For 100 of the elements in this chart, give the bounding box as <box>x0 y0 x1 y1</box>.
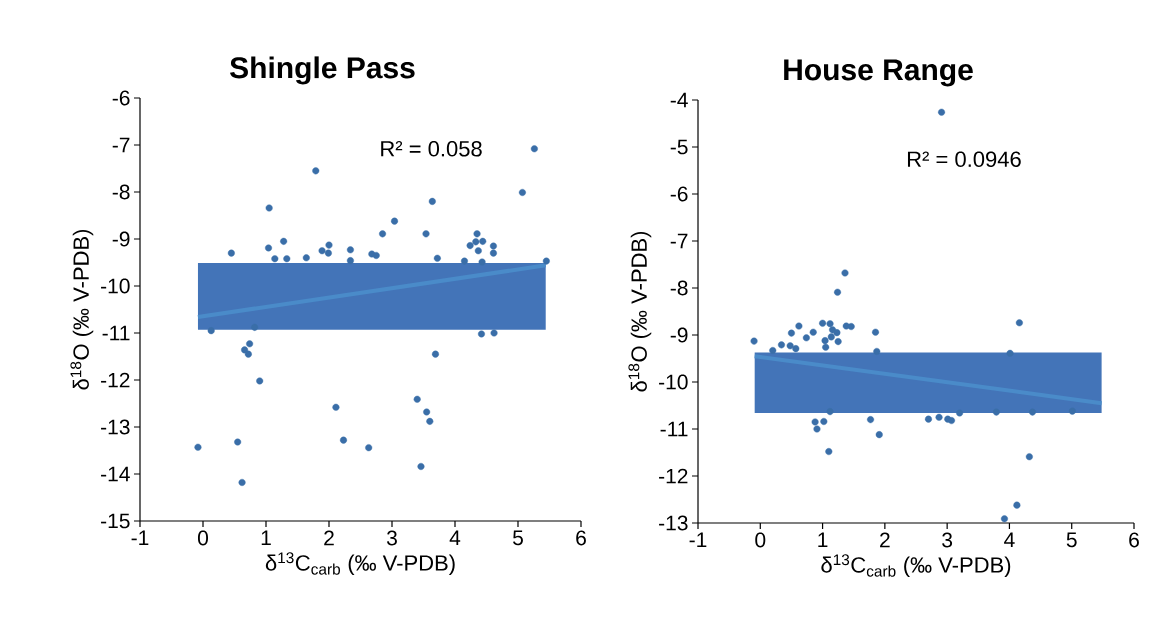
annotation: R² = 0.058 <box>381 140 482 157</box>
point <box>792 345 800 353</box>
point <box>819 319 827 327</box>
y-tick-label: -8 <box>670 280 688 296</box>
point <box>813 425 821 433</box>
point <box>265 204 273 212</box>
point <box>938 108 946 116</box>
y-axis-title: δ$^{18}$O (‰ V-PDB) <box>70 229 94 390</box>
point <box>518 188 526 196</box>
point <box>802 334 810 342</box>
y-tick-label: -11 <box>102 325 130 341</box>
point <box>271 255 279 263</box>
x-tick-label: 2 <box>324 530 334 546</box>
point <box>1068 407 1076 415</box>
point <box>490 329 498 337</box>
x-tick-label: 3 <box>942 532 953 548</box>
y-tick-label: -7 <box>112 137 130 153</box>
point <box>935 413 943 421</box>
point <box>234 438 242 446</box>
point <box>227 249 235 257</box>
point <box>332 403 340 411</box>
point <box>956 409 964 417</box>
point <box>924 415 932 423</box>
point <box>478 258 486 266</box>
point <box>466 242 474 250</box>
point <box>346 246 354 254</box>
point <box>472 238 480 246</box>
point <box>372 251 380 259</box>
point <box>787 329 795 337</box>
point <box>251 323 259 331</box>
x-axis-title: δ$^{13}$C$_{carb}$ (‰ V-PDB) <box>821 554 1011 578</box>
x-tick-label: 0 <box>755 532 766 548</box>
point <box>477 330 485 338</box>
point <box>833 329 841 337</box>
point <box>822 343 830 351</box>
point <box>948 417 956 425</box>
point <box>194 443 202 451</box>
point <box>479 237 487 245</box>
point <box>1028 408 1036 416</box>
point <box>777 341 785 349</box>
point <box>238 478 246 486</box>
point <box>489 242 497 250</box>
point <box>750 337 758 345</box>
x-tick-label: 5 <box>513 530 523 546</box>
y-tick-label: -15 <box>101 513 130 529</box>
point <box>872 328 880 336</box>
y-tick-label: -10 <box>659 374 688 390</box>
y-tick-label: -11 <box>660 421 688 437</box>
point <box>473 230 481 238</box>
point <box>365 444 373 452</box>
point <box>318 247 326 255</box>
point <box>1006 349 1014 357</box>
point <box>769 347 777 355</box>
chart-title: Shingle Pass <box>229 56 415 85</box>
point <box>992 408 1000 416</box>
chart-title: House Range <box>784 59 973 87</box>
point <box>379 230 387 238</box>
y-tick-label: -7 <box>670 233 688 249</box>
point <box>207 327 215 335</box>
point <box>280 237 288 245</box>
point <box>827 333 835 341</box>
y-tick-label: -12 <box>101 372 130 388</box>
point <box>325 241 333 249</box>
point <box>339 436 347 444</box>
point <box>302 254 310 262</box>
y-tick-label: -4 <box>670 92 688 108</box>
point <box>431 350 439 358</box>
annotation: R² = 0.0946 <box>907 151 1021 168</box>
x-axis-title: δ$^{13}$C$_{carb}$ (‰ V-PDB) <box>265 552 455 576</box>
point <box>246 340 254 348</box>
point <box>474 247 482 255</box>
x-tick-label: -1 <box>689 532 707 547</box>
x-tick-label: 1 <box>818 532 828 547</box>
point <box>875 431 883 439</box>
point <box>391 217 399 225</box>
point <box>346 257 354 265</box>
point <box>826 408 834 416</box>
point <box>795 322 803 330</box>
point <box>867 416 875 424</box>
point <box>312 167 320 175</box>
point <box>873 347 881 355</box>
y-tick-label: -9 <box>112 231 130 247</box>
point <box>811 418 819 426</box>
point <box>423 408 431 416</box>
y-tick-label: -12 <box>659 468 688 484</box>
point <box>433 254 441 262</box>
y-tick-label: -6 <box>112 90 130 106</box>
x-tick-label: 4 <box>449 530 461 545</box>
point <box>417 462 425 470</box>
point <box>460 257 468 265</box>
y-tick-label: -13 <box>659 515 688 531</box>
point <box>834 288 842 296</box>
point <box>256 377 264 385</box>
y-tick-label: -14 <box>101 466 130 482</box>
point <box>809 328 817 336</box>
point <box>821 337 829 345</box>
point <box>428 197 436 205</box>
point <box>1013 501 1021 509</box>
point <box>265 244 273 252</box>
y-tick-label: -13 <box>101 419 130 435</box>
